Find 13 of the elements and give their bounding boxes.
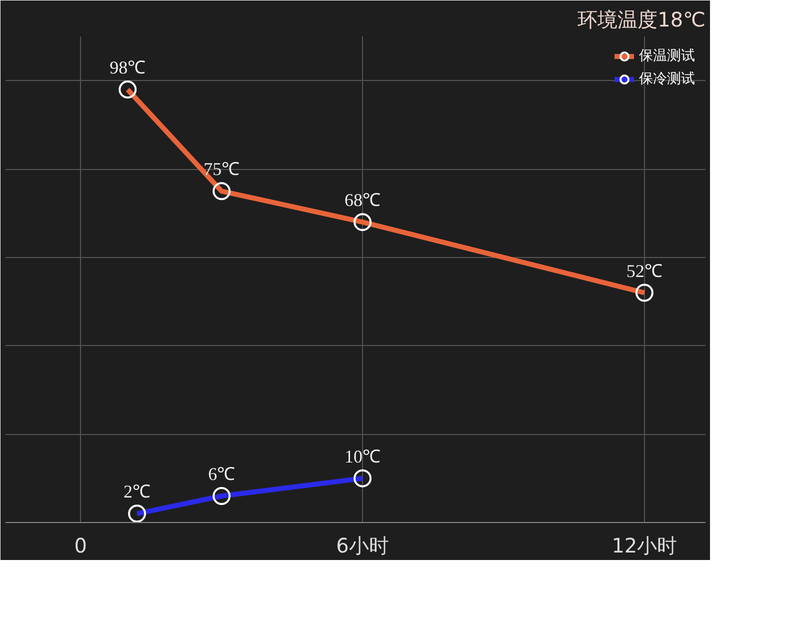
data-label: 52℃ xyxy=(626,260,662,281)
x-tick-label: 6小时 xyxy=(336,534,389,558)
x-tick-label: 12小时 xyxy=(612,534,678,558)
data-label: 6℃ xyxy=(208,464,236,484)
data-label: 68℃ xyxy=(344,190,381,210)
data-label: 2℃ xyxy=(124,482,151,502)
data-label: 75℃ xyxy=(204,159,240,180)
data-label: 10℃ xyxy=(344,446,381,466)
legend-label: 保冷测试 xyxy=(639,70,695,88)
data-label: 98℃ xyxy=(110,58,146,78)
x-tick-label: 0 xyxy=(74,534,88,558)
legend-label: 保温测试 xyxy=(639,47,695,65)
chart-title: 环境温度18℃ xyxy=(578,8,706,32)
